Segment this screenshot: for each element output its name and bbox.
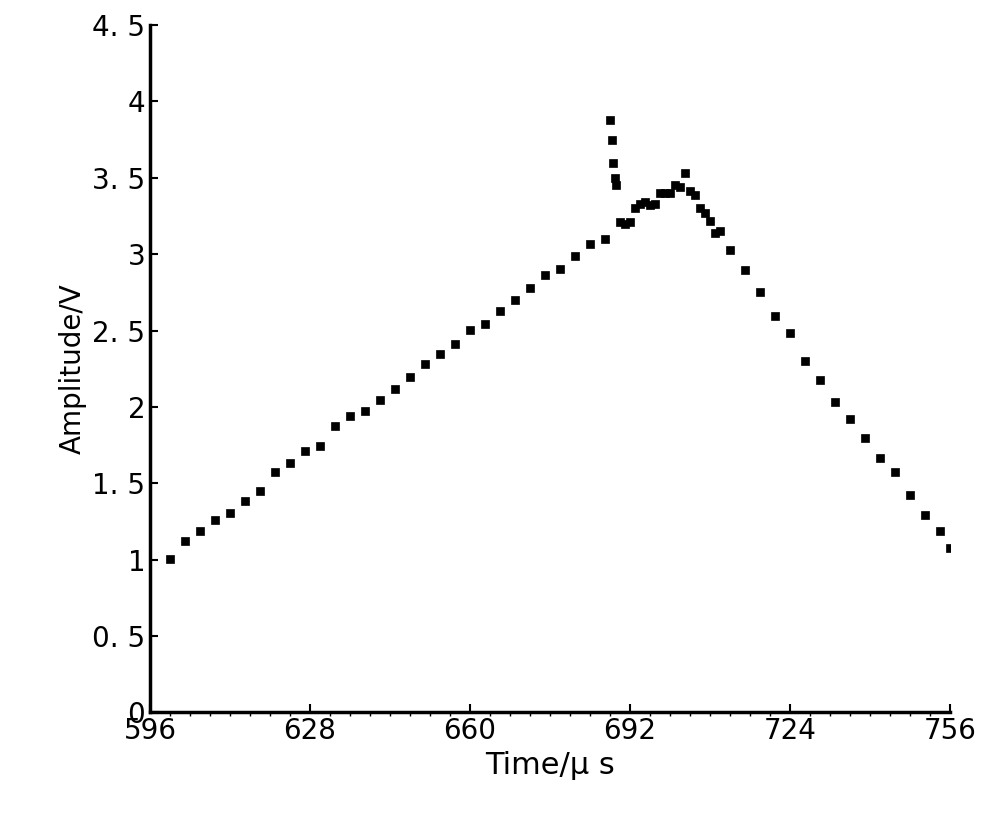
X-axis label: Time/μ s: Time/μ s — [485, 751, 615, 779]
Y-axis label: Amplitude/V: Amplitude/V — [58, 283, 86, 454]
